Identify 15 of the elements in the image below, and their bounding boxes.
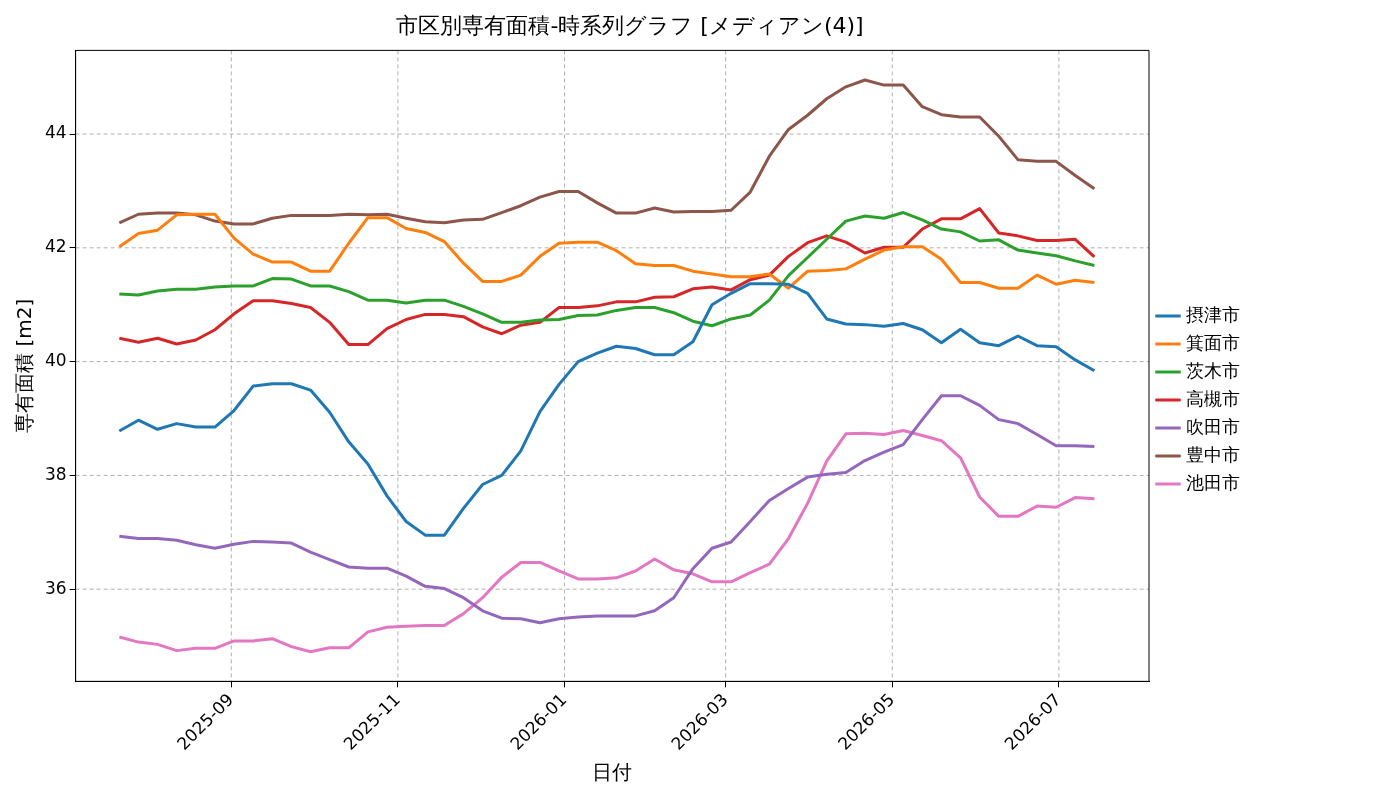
legend-label: 豊中市	[1186, 443, 1240, 465]
legend-label: 池田市	[1186, 471, 1240, 493]
legend-label: 高槻市	[1186, 387, 1240, 409]
legend-label: 箕面市	[1186, 331, 1240, 353]
y-tick-label: 38	[44, 463, 67, 484]
legend-label: 吹田市	[1186, 415, 1240, 437]
y-tick-label: 44	[44, 122, 67, 143]
y-tick-label: 42	[44, 236, 67, 257]
chart-title: 市区別専有面積-時系列グラフ [メディアン(4)]	[396, 12, 864, 38]
y-axis-title: 専有面積 [m2]	[12, 298, 37, 433]
x-axis-title: 日付	[592, 760, 633, 785]
legend-label: 摂津市	[1186, 303, 1240, 325]
legend-label: 茨木市	[1186, 359, 1240, 381]
y-tick-label: 40	[44, 350, 67, 371]
y-tick-label: 36	[44, 577, 67, 598]
